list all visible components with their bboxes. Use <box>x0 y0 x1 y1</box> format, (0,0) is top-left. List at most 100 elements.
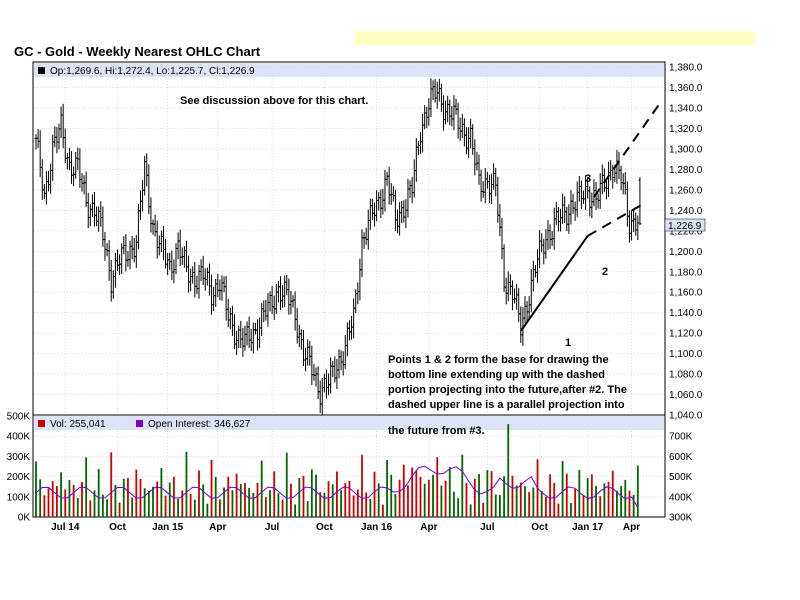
volume-bar <box>35 461 37 517</box>
volume-bar <box>599 496 602 517</box>
point-label-1: 1 <box>565 337 571 349</box>
annotation-line-1: Points 1 & 2 form the base for drawing t… <box>388 354 609 366</box>
price-tick-label: 1,060.0 <box>669 390 703 401</box>
volume-bar <box>89 500 92 517</box>
volume-bar <box>39 479 42 517</box>
volume-bar <box>540 490 543 517</box>
volume-bar <box>628 490 631 517</box>
volume-bar <box>327 481 330 517</box>
volume-bar <box>290 483 292 517</box>
price-tick-label: 1,200.0 <box>669 247 703 258</box>
volume-bar <box>302 475 305 517</box>
volume-bar <box>315 474 317 517</box>
volume-bar <box>519 482 522 517</box>
volume-bar <box>252 492 255 517</box>
volume-bar <box>423 483 426 517</box>
volume-bar <box>394 494 397 517</box>
volume-bar <box>244 483 246 517</box>
price-tick-label: 1,340.0 <box>669 104 703 115</box>
volume-bar <box>323 492 326 517</box>
volume-bar <box>281 499 284 517</box>
volume-bar <box>515 485 518 517</box>
volume-bar <box>214 476 217 517</box>
volume-bar <box>181 490 184 517</box>
volume-bar <box>331 484 334 517</box>
x-tick-label: Jan 15 <box>152 522 184 533</box>
volume-bar <box>482 502 485 517</box>
volume-bar <box>607 481 610 517</box>
volume-bar <box>402 464 405 517</box>
volume-bar <box>461 454 464 517</box>
volume-bar <box>524 486 526 517</box>
volume-bar <box>147 491 150 517</box>
volume-bar <box>586 478 589 517</box>
volume-bar <box>373 471 376 517</box>
price-tick-label: 1,380.0 <box>669 63 703 74</box>
volume-bar <box>570 502 572 517</box>
yellow-banner <box>355 31 755 45</box>
volume-bars-layer <box>35 424 639 517</box>
volume-bar <box>106 499 108 517</box>
lower-trendline <box>519 235 589 332</box>
volume-bar <box>156 481 159 517</box>
price-tick-label: 1,360.0 <box>669 83 703 94</box>
volume-bar <box>264 497 267 517</box>
volume-bar <box>277 493 280 517</box>
volume-bar <box>457 498 460 517</box>
volume-bar <box>490 471 493 517</box>
volume-bar <box>131 497 134 517</box>
volume-bar <box>611 470 614 517</box>
annotation-line-2: bottom line extending up with the dashed <box>388 369 605 381</box>
volume-bar <box>60 472 62 517</box>
vol-legend-swatch <box>38 420 45 427</box>
volume-bar <box>193 499 196 517</box>
oi-tick-label: 300K <box>669 513 693 524</box>
volume-bar <box>239 483 242 517</box>
volume-bar <box>269 490 271 517</box>
volume-bar <box>419 476 422 517</box>
volume-bar <box>398 479 401 517</box>
volume-bar <box>432 474 434 517</box>
volume-bar <box>185 451 188 517</box>
volume-bar <box>595 485 597 517</box>
volume-bar <box>122 478 125 517</box>
volume-bar <box>544 496 547 517</box>
volume-bar <box>189 493 192 517</box>
volume-bar <box>494 494 497 517</box>
annotation-line-4: dashed upper line is a parallel projecti… <box>388 399 625 411</box>
volume-bar <box>218 499 221 517</box>
volume-bar <box>465 483 468 517</box>
last-value-label: 1,226.9 <box>668 221 702 232</box>
oi-legend-swatch <box>136 420 143 427</box>
volume-bar <box>97 469 100 517</box>
grid-layer <box>34 66 664 516</box>
volume-bar <box>407 485 409 517</box>
oi-tick-label: 500K <box>669 472 693 483</box>
volume-bar <box>390 474 393 517</box>
volume-bar <box>127 478 129 517</box>
price-tick-label: 1,180.0 <box>669 267 703 278</box>
volume-bar <box>528 492 531 517</box>
volume-bar <box>118 502 121 517</box>
oi-tick-label: 400K <box>669 492 693 503</box>
volume-bar <box>160 468 163 517</box>
volume-tick-label: 400K <box>7 432 31 443</box>
volume-bar <box>590 474 593 517</box>
volume-bar <box>93 490 96 517</box>
open-interest-line <box>35 465 639 508</box>
volume-bar <box>206 503 209 517</box>
volume-bar <box>202 484 205 517</box>
volume-bar <box>273 471 276 517</box>
volume-bar <box>632 495 635 517</box>
price-legend-swatch <box>38 67 45 74</box>
volume-bar <box>223 487 225 517</box>
volume-bar <box>503 476 505 517</box>
volume-bar <box>444 480 447 517</box>
x-tick-label: Jul <box>265 522 280 533</box>
price-legend-band <box>34 63 664 77</box>
x-tick-label: Apr <box>209 522 226 533</box>
point-label-3: 3 <box>585 173 591 185</box>
price-tick-label: 1,220.0 <box>669 226 703 237</box>
volume-bar <box>164 495 167 517</box>
page-title: GC - Gold - Weekly Nearest OHLC Chart <box>14 44 261 59</box>
